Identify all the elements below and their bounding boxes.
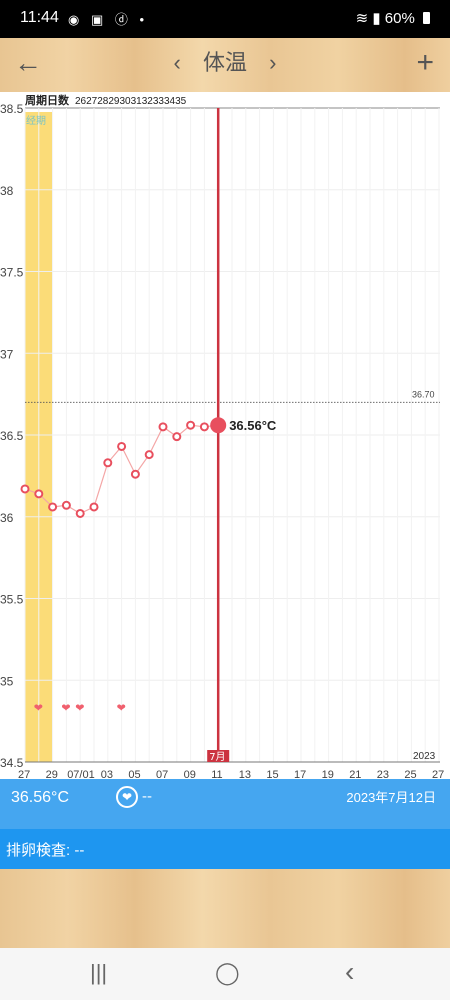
wifi-icon: ≋ <box>355 10 369 27</box>
heart-icon: ❤ <box>117 701 126 714</box>
temperature-point <box>130 469 140 479</box>
temperature-point <box>186 420 196 430</box>
x-tick-label: 15 <box>266 769 278 779</box>
x-tick-label: 25 <box>404 769 416 779</box>
month-label: 7月 <box>209 751 225 763</box>
page-title: 体温 <box>202 50 247 75</box>
info-bar: 36.56°C ❤ -- 2023年7月12日 <box>0 779 450 829</box>
x-tick-label: 05 <box>128 769 140 779</box>
x-tick-label: 17 <box>294 769 306 779</box>
temperature-point <box>75 508 85 518</box>
add-button[interactable]: + <box>416 46 434 79</box>
temperature-chart[interactable]: 34.5 35 35.5 36 36.5 37 37.5 38 38.5 27 29 07/01 03 0… <box>0 92 450 779</box>
reference-label: 36.70 <box>412 389 435 399</box>
chart-svg[interactable]: 34.5 35 35.5 36 36.5 37 37.5 38 38.5 27 29 07/01 03 0… <box>0 92 450 779</box>
x-tick-label: 03 <box>101 769 113 779</box>
app-header: ← ‹ 体温 › + <box>0 38 450 92</box>
heart-icon: ❤ <box>34 701 43 714</box>
notification-icons: ◉ ▣ ⓓ • <box>68 12 149 27</box>
temperature-point <box>34 489 44 499</box>
x-tick-label: 27 <box>432 769 444 779</box>
x-tick-label: 09 <box>184 769 196 779</box>
temperature-point <box>158 422 168 432</box>
status-time: 11:44 <box>20 9 59 26</box>
battery-icon <box>423 12 430 24</box>
y-tick-label: 36 <box>0 511 14 525</box>
y-tick-label: 37.5 <box>0 266 24 280</box>
temperature-point <box>172 432 182 442</box>
year-label: 2023 <box>413 751 436 762</box>
ovulation-test-label: 排卵検査: -- <box>6 842 85 859</box>
status-right: ≋ ▮ 60% <box>356 9 430 27</box>
heart-icon: ❤ <box>61 701 70 714</box>
signal-icon: ▮ <box>372 10 381 27</box>
nav-back-button[interactable]: ‹ <box>345 956 355 987</box>
month-tag <box>207 750 230 762</box>
bottom-background <box>0 869 450 948</box>
x-tick-label: 23 <box>377 769 389 779</box>
selected-date: 2023年7月12日 <box>346 790 436 805</box>
temperature-point <box>144 450 154 460</box>
y-tick-label: 35.5 <box>0 593 24 607</box>
y-tick-label: 37 <box>0 347 14 361</box>
x-tick-label: 11 <box>211 769 222 779</box>
y-tick-label: 38 <box>0 184 14 198</box>
recents-button[interactable]: ||| <box>90 960 108 985</box>
heart-value: -- <box>142 788 152 805</box>
y-tick-label: 35 <box>0 674 14 688</box>
temperature-point <box>103 458 113 468</box>
y-tick-label: 34.5 <box>0 756 24 770</box>
x-tick-label: 29 <box>46 769 58 779</box>
prev-chevron-icon[interactable]: ‹ <box>173 50 181 75</box>
y-tick-label: 36.5 <box>0 429 24 443</box>
temperature-point <box>20 484 30 494</box>
x-tick-label: 13 <box>239 769 251 779</box>
selected-value-label: 36.56°C <box>229 418 277 433</box>
heart-icon[interactable]: ❤ <box>116 786 138 808</box>
temperature-point <box>89 502 99 512</box>
system-nav-bar: ||| ◯ ‹ <box>0 948 450 1000</box>
x-tick-label: 21 <box>349 769 361 779</box>
status-bar: 11:44 ◉ ▣ ⓓ • ≋ ▮ 60% <box>0 0 450 38</box>
period-label: 经期 <box>26 114 46 127</box>
ovulation-test-bar[interactable]: 排卵検査: -- <box>0 829 450 869</box>
x-tick-label: 07 <box>156 769 168 779</box>
title-area: ‹ 体温 › <box>0 46 450 80</box>
temperature-point <box>199 422 209 432</box>
temperature-point <box>48 502 58 512</box>
x-tick-label: 19 <box>322 769 334 779</box>
next-chevron-icon[interactable]: › <box>269 50 277 75</box>
x-tick-label: 07/01 <box>67 769 95 779</box>
temperature-point <box>61 500 71 510</box>
selected-temperature: 36.56°C <box>11 789 69 806</box>
home-button[interactable]: ◯ <box>215 960 240 985</box>
y-tick-label: 38.5 <box>0 102 24 116</box>
temperature-point <box>117 441 127 451</box>
battery-percent: 60% <box>384 10 415 27</box>
cycle-days-label: 周期日数 <box>25 93 70 107</box>
cycle-days-numbers: 26272829303132333435 <box>75 96 187 107</box>
back-button[interactable]: ← <box>14 47 42 78</box>
heart-icon: ❤ <box>75 701 84 714</box>
selected-point <box>210 417 227 434</box>
x-tick-label: 27 <box>18 769 30 779</box>
